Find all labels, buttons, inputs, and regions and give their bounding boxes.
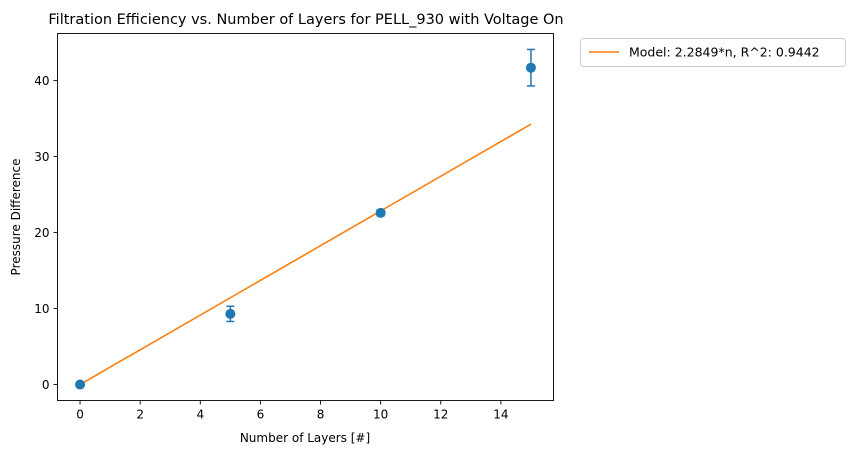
x-tick-label: 8 <box>317 408 325 422</box>
plot-frame <box>57 33 554 401</box>
data-point <box>75 379 86 390</box>
y-tick-label: 30 <box>34 150 49 164</box>
y-tick-label: 20 <box>34 226 49 240</box>
data-point <box>525 62 536 73</box>
x-axis-label: Number of Layers [#] <box>240 431 370 445</box>
legend-box <box>580 38 846 67</box>
legend-label-model: Model: 2.2849*n, R^2: 0.9442 <box>629 45 820 60</box>
x-tick-label: 14 <box>493 408 508 422</box>
data-point <box>375 207 386 218</box>
x-tick-label: 0 <box>76 408 84 422</box>
model-line <box>79 123 532 386</box>
plot-area <box>75 48 536 390</box>
chart-title: Filtration Efficiency vs. Number of Laye… <box>48 12 563 28</box>
x-tick-label: 6 <box>257 408 265 422</box>
x-tick-label: 2 <box>136 408 144 422</box>
x-tick-label: 10 <box>373 408 388 422</box>
x-tick-label: 12 <box>433 408 448 422</box>
y-axis: 0 10 20 30 40 <box>34 74 58 392</box>
y-tick-label: 40 <box>34 74 49 88</box>
legend: Model: 2.2849*n, R^2: 0.9442 <box>580 38 846 67</box>
data-point <box>225 308 236 319</box>
x-axis: 0 2 4 6 8 10 12 14 <box>76 400 509 422</box>
y-tick-label: 10 <box>34 302 49 316</box>
x-tick-label: 4 <box>196 408 204 422</box>
y-tick-label: 0 <box>42 378 50 392</box>
y-axis-label: Pressure Difference <box>9 159 23 276</box>
